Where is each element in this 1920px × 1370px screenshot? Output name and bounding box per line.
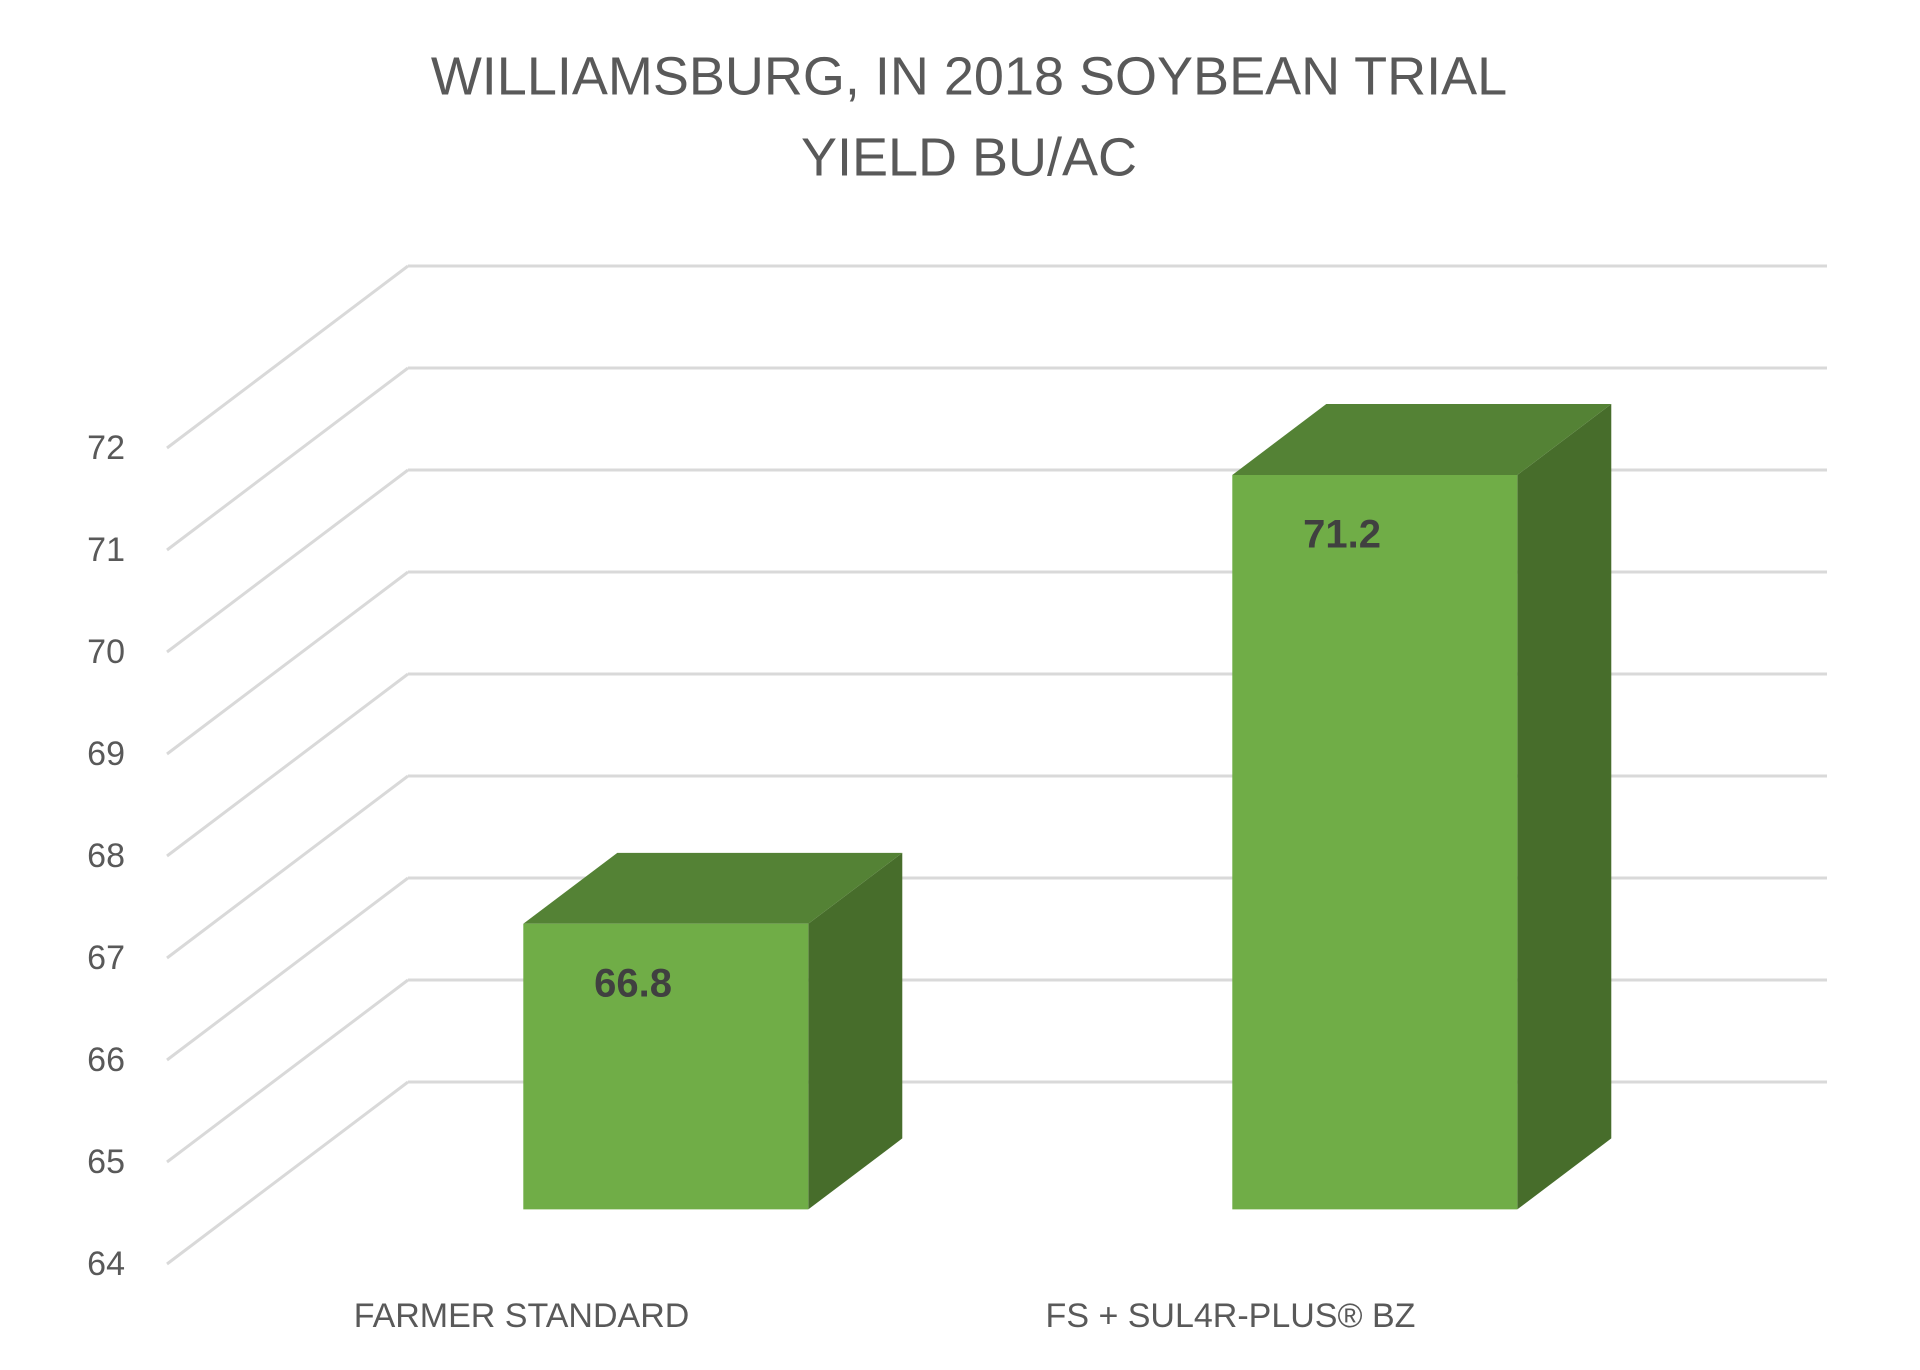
grid-diagonal bbox=[166, 468, 409, 654]
bar-side bbox=[808, 852, 903, 1210]
chart-subtitle: YIELD BU/AC bbox=[801, 127, 1137, 187]
grid-diagonal bbox=[166, 774, 409, 960]
grid-diagonal bbox=[166, 978, 409, 1164]
grid-diagonal bbox=[166, 672, 409, 858]
bar-front bbox=[1232, 475, 1518, 1210]
x-tick-label: FARMER STANDARD bbox=[354, 1297, 690, 1335]
y-tick-label: 69 bbox=[87, 735, 125, 773]
grid-diagonal bbox=[166, 876, 409, 1062]
bar bbox=[1232, 404, 1612, 1210]
value-label: 71.2 bbox=[1303, 513, 1381, 557]
grid-diagonal bbox=[166, 366, 409, 552]
grid-diagonal bbox=[166, 264, 409, 450]
bar-top bbox=[523, 852, 903, 924]
y-tick-label: 68 bbox=[87, 837, 125, 875]
x-tick-label: FS + SUL4R-PLUS® BZ bbox=[1046, 1297, 1416, 1335]
y-tick-label: 72 bbox=[87, 429, 125, 467]
chart-title: WILLIAMSBURG, IN 2018 SOYBEAN TRIAL bbox=[431, 46, 1507, 106]
bar-side bbox=[1517, 404, 1612, 1210]
y-tick-label: 65 bbox=[87, 1143, 125, 1181]
bar bbox=[523, 852, 903, 1210]
bar-top bbox=[1232, 404, 1612, 475]
y-tick-label: 66 bbox=[87, 1041, 125, 1079]
bar-front bbox=[523, 923, 809, 1210]
y-tick-label: 71 bbox=[87, 531, 125, 569]
y-tick-label: 64 bbox=[87, 1245, 125, 1283]
y-tick-label: 70 bbox=[87, 633, 125, 671]
y-tick-label: 67 bbox=[87, 939, 125, 977]
grid-diagonal bbox=[166, 570, 409, 756]
grid-diagonal bbox=[166, 1080, 409, 1266]
value-label: 66.8 bbox=[594, 961, 672, 1005]
